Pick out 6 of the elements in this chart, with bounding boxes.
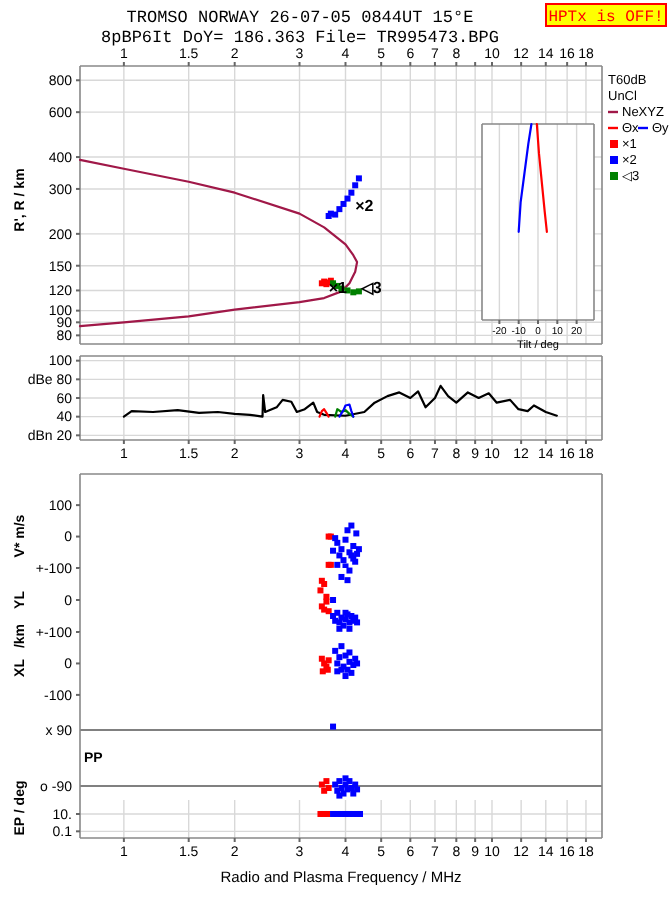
annotation: ◁3 (358, 279, 383, 298)
chart-subtitle: 8pBP6It DoY= 186.363 File= TR995473.BPG (101, 28, 499, 48)
text: HPTx is OFF! (548, 9, 664, 27)
annotation: ×2 (355, 197, 375, 216)
annotation: ×1 (328, 279, 348, 298)
chart-title: TROMSO NORWAY 26-07-05 0844UT 15°E (126, 8, 474, 28)
